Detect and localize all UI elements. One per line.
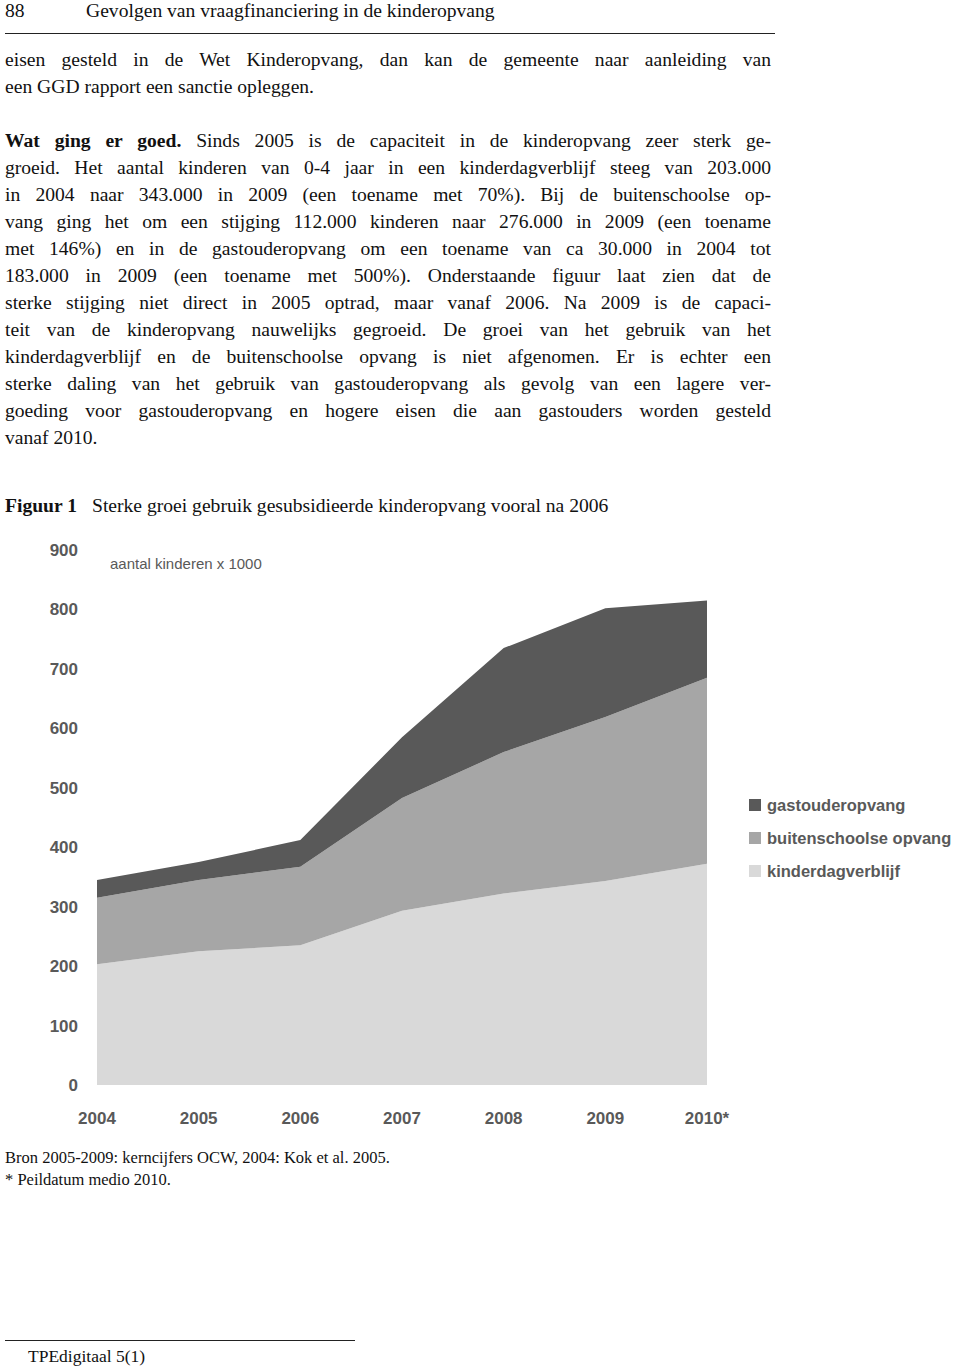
text-line: goeding voor gastouderopvang en hogere e… bbox=[5, 399, 771, 423]
legend-swatch bbox=[749, 799, 761, 811]
text-line: groeid. Het aantal kinderen van 0-4 jaar… bbox=[5, 156, 771, 180]
text-line: met 146%) en in de gastouderopvang om ee… bbox=[5, 237, 771, 261]
x-tick-label: 2004 bbox=[78, 1109, 116, 1128]
y-tick-label: 700 bbox=[50, 660, 78, 679]
legend-label: buitenschoolse opvang bbox=[767, 829, 951, 847]
y-tick-label: 600 bbox=[50, 719, 78, 738]
line-text: sterke stijging niet direct in 2005 optr… bbox=[5, 292, 771, 313]
legend-swatch bbox=[749, 865, 761, 877]
y-tick bbox=[93, 906, 97, 907]
line-text: sterke daling van het gebruik van gastou… bbox=[5, 373, 771, 394]
line-text: eisen gesteld in de Wet Kinderopvang, da… bbox=[5, 49, 771, 70]
x-tick-label: 2005 bbox=[180, 1109, 218, 1128]
source-note: * Peildatum medio 2010. bbox=[5, 1170, 171, 1190]
text-line: teit van de kinderopvang nauwelijks gegr… bbox=[5, 318, 771, 342]
y-tick-label: 300 bbox=[50, 898, 78, 917]
text-line: een GGD rapport een sanctie opleggen. bbox=[5, 75, 771, 99]
header-rule bbox=[5, 33, 775, 34]
footer-rule bbox=[5, 1340, 355, 1341]
line-text: in 2004 naar 343.000 in 2009 (een toenam… bbox=[5, 184, 771, 205]
y-tick-label: 400 bbox=[50, 838, 78, 857]
line-text: vanaf 2010. bbox=[5, 427, 98, 448]
footer: TPEdigitaal 5(1) bbox=[28, 1346, 145, 1367]
text-line: 183.000 in 2009 (een toename met 500%). … bbox=[5, 264, 771, 288]
text-line: kinderdagverblijf en de buitenschoolse o… bbox=[5, 345, 771, 369]
y-tick-label: 500 bbox=[50, 779, 78, 798]
legend-label: gastouderopvang bbox=[767, 796, 905, 814]
figure-caption: Sterke groei gebruik gesubsidieerde kind… bbox=[92, 495, 608, 517]
line-text: kinderdagverblijf en de buitenschoolse o… bbox=[5, 346, 771, 367]
x-tick-label: 2010* bbox=[685, 1109, 730, 1128]
area bbox=[97, 601, 707, 898]
source-note: Bron 2005-2009: kerncijfers OCW, 2004: K… bbox=[5, 1148, 390, 1168]
line-text: met 146%) en in de gastouderopvang om ee… bbox=[5, 238, 771, 259]
axis-label: aantal kinderen x 1000 bbox=[110, 555, 262, 572]
plot-area bbox=[97, 601, 707, 1085]
text-line: sterke stijging niet direct in 2005 optr… bbox=[5, 291, 771, 315]
x-tick-label: 2007 bbox=[383, 1109, 421, 1128]
line-text: groeid. Het aantal kinderen van 0-4 jaar… bbox=[5, 157, 771, 178]
y-tick bbox=[93, 847, 97, 848]
text-line: Wat ging er goed. Sinds 2005 is de capac… bbox=[5, 129, 771, 153]
text-line: vanaf 2010. bbox=[5, 426, 771, 450]
y-tick-label: 0 bbox=[69, 1076, 78, 1095]
y-tick-label: 800 bbox=[50, 600, 78, 619]
y-tick-label: 200 bbox=[50, 957, 78, 976]
y-tick bbox=[93, 668, 97, 669]
x-tick-label: 2008 bbox=[485, 1109, 523, 1128]
y-tick bbox=[93, 787, 97, 788]
text-line: vang ging het om een stijging 112.000 ki… bbox=[5, 210, 771, 234]
legend-swatch bbox=[749, 832, 761, 844]
x-tick-label: 2009 bbox=[586, 1109, 624, 1128]
line-text: Sinds 2005 is de capaciteit in de kinder… bbox=[181, 130, 771, 151]
line-text: vang ging het om een stijging 112.000 ki… bbox=[5, 211, 771, 232]
line-text: 183.000 in 2009 (een toename met 500%). … bbox=[5, 265, 771, 286]
area bbox=[97, 678, 707, 965]
figure-label: Figuur 1 bbox=[5, 495, 77, 517]
y-tick bbox=[93, 1085, 97, 1086]
chart: 0 100 200 300 400 500 600 700 800 900 2004 2005 2006… bbox=[0, 0, 960, 1367]
running-title: Gevolgen van vraagfinanciering in de kin… bbox=[86, 0, 495, 22]
y-tick bbox=[93, 1025, 97, 1026]
text-line: eisen gesteld in de Wet Kinderopvang, da… bbox=[5, 48, 771, 72]
y-tick-label: 900 bbox=[50, 541, 78, 560]
line-text: teit van de kinderopvang nauwelijks gegr… bbox=[5, 319, 771, 340]
text-line: sterke daling van het gebruik van gastou… bbox=[5, 372, 771, 396]
y-tick bbox=[93, 550, 97, 551]
bold-lead: Wat ging er goed. bbox=[5, 130, 181, 151]
y-tick bbox=[93, 728, 97, 729]
page-number: 88 bbox=[5, 0, 25, 22]
x-tick-label: 2006 bbox=[281, 1109, 319, 1128]
line-text: een GGD rapport een sanctie opleggen. bbox=[5, 76, 314, 97]
y-tick bbox=[93, 609, 97, 610]
line-text: goeding voor gastouderopvang en hogere e… bbox=[5, 400, 771, 421]
legend-label: kinderdagverblijf bbox=[767, 862, 900, 880]
y-tick bbox=[93, 966, 97, 967]
y-tick-label: 100 bbox=[50, 1017, 78, 1036]
text-line: in 2004 naar 343.000 in 2009 (een toenam… bbox=[5, 183, 771, 207]
